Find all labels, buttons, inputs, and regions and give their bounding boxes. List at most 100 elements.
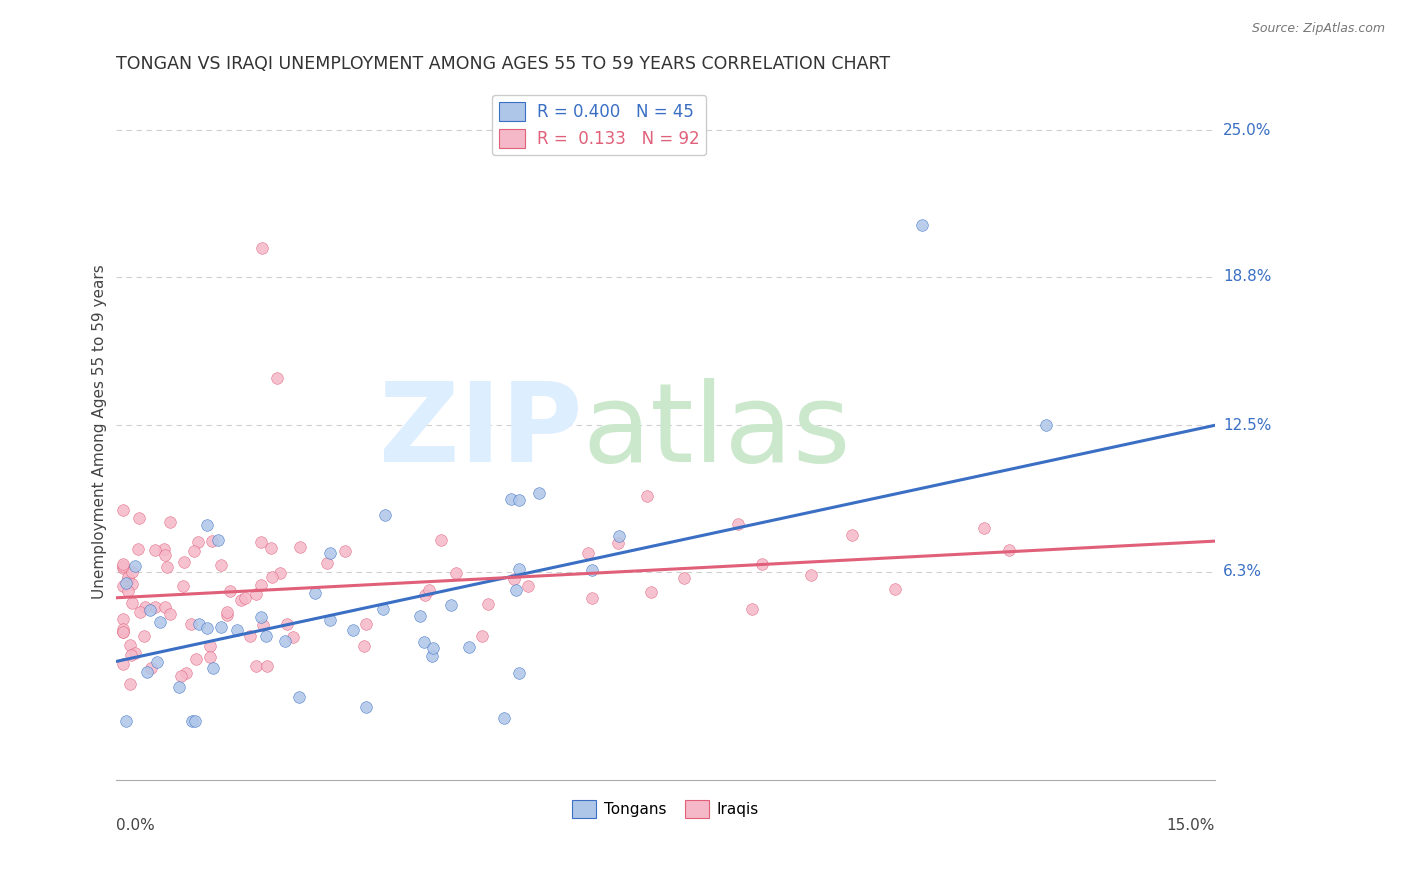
Point xyxy=(111,557,134,571)
Point xyxy=(209,620,232,634)
Point xyxy=(254,629,277,643)
Point xyxy=(187,535,209,549)
Point xyxy=(180,714,202,728)
Point xyxy=(209,558,232,573)
Point xyxy=(508,562,530,576)
Point xyxy=(413,634,436,648)
Point xyxy=(505,583,527,598)
Point xyxy=(245,659,267,673)
Point xyxy=(420,648,443,663)
Text: 6.3%: 6.3% xyxy=(1223,565,1263,579)
Point xyxy=(276,616,298,631)
Point xyxy=(111,559,134,574)
Point xyxy=(167,680,190,694)
Point xyxy=(111,612,134,626)
Point xyxy=(128,510,150,524)
Point xyxy=(156,560,179,574)
Point xyxy=(606,536,628,550)
Point xyxy=(153,600,176,615)
Point xyxy=(260,570,283,584)
Text: ZIP: ZIP xyxy=(380,378,583,485)
Point xyxy=(800,568,823,582)
Point xyxy=(124,646,146,660)
Point xyxy=(673,571,696,585)
Point xyxy=(335,544,357,558)
Point xyxy=(121,595,143,609)
Point xyxy=(457,640,479,654)
Point xyxy=(841,527,863,541)
Point xyxy=(118,677,141,691)
Point xyxy=(173,555,195,569)
Point xyxy=(503,572,526,586)
Point xyxy=(429,533,451,548)
Point xyxy=(374,508,396,523)
Point xyxy=(152,541,174,556)
Point xyxy=(121,577,143,591)
Point xyxy=(250,241,273,255)
Point xyxy=(200,639,222,653)
Y-axis label: Unemployment Among Ages 55 to 59 years: Unemployment Among Ages 55 to 59 years xyxy=(93,264,107,599)
Point xyxy=(287,690,309,704)
Point xyxy=(202,661,225,675)
Point xyxy=(281,630,304,644)
Point xyxy=(319,614,342,628)
Point xyxy=(274,634,297,648)
Point xyxy=(121,565,143,579)
Point xyxy=(139,660,162,674)
Point xyxy=(508,493,530,508)
Point xyxy=(607,529,630,543)
Point xyxy=(111,625,134,640)
Point xyxy=(315,556,337,570)
Point xyxy=(115,576,138,591)
Point xyxy=(260,541,283,555)
Point xyxy=(249,535,271,549)
Text: Source: ZipAtlas.com: Source: ZipAtlas.com xyxy=(1251,22,1385,36)
Point xyxy=(235,591,257,606)
Point xyxy=(219,584,242,599)
Point xyxy=(186,652,208,666)
Point xyxy=(266,371,288,385)
Point xyxy=(201,534,224,549)
Text: 0.0%: 0.0% xyxy=(115,818,155,833)
Point xyxy=(149,615,172,630)
Text: 25.0%: 25.0% xyxy=(1223,123,1271,137)
Point xyxy=(269,566,291,580)
Point xyxy=(508,666,530,681)
Point xyxy=(501,491,523,506)
Point xyxy=(127,542,149,557)
Point xyxy=(200,649,222,664)
Point xyxy=(143,600,166,615)
Point xyxy=(207,533,229,548)
Point xyxy=(527,485,550,500)
Point xyxy=(195,518,218,533)
Point xyxy=(132,629,155,643)
Point xyxy=(256,659,278,673)
Point xyxy=(998,543,1021,558)
Point xyxy=(342,623,364,637)
Point xyxy=(371,602,394,616)
Point xyxy=(354,699,377,714)
Point xyxy=(215,607,238,622)
Point xyxy=(250,610,273,624)
Point xyxy=(418,582,440,597)
Point xyxy=(249,578,271,592)
Point xyxy=(117,573,139,587)
Point xyxy=(184,714,207,728)
Text: TONGAN VS IRAQI UNEMPLOYMENT AMONG AGES 55 TO 59 YEARS CORRELATION CHART: TONGAN VS IRAQI UNEMPLOYMENT AMONG AGES … xyxy=(115,55,890,73)
Point xyxy=(136,665,159,679)
Point xyxy=(471,629,494,643)
Point xyxy=(245,587,267,601)
Point xyxy=(174,665,197,680)
Point xyxy=(139,603,162,617)
Point xyxy=(304,585,326,599)
Point xyxy=(111,657,134,671)
Point xyxy=(319,546,342,560)
Point xyxy=(440,598,463,612)
Text: 15.0%: 15.0% xyxy=(1167,818,1215,833)
Point xyxy=(146,655,169,669)
Point xyxy=(751,557,773,571)
Point xyxy=(231,592,253,607)
Point xyxy=(581,563,603,577)
Point xyxy=(129,605,152,619)
Point xyxy=(195,621,218,635)
